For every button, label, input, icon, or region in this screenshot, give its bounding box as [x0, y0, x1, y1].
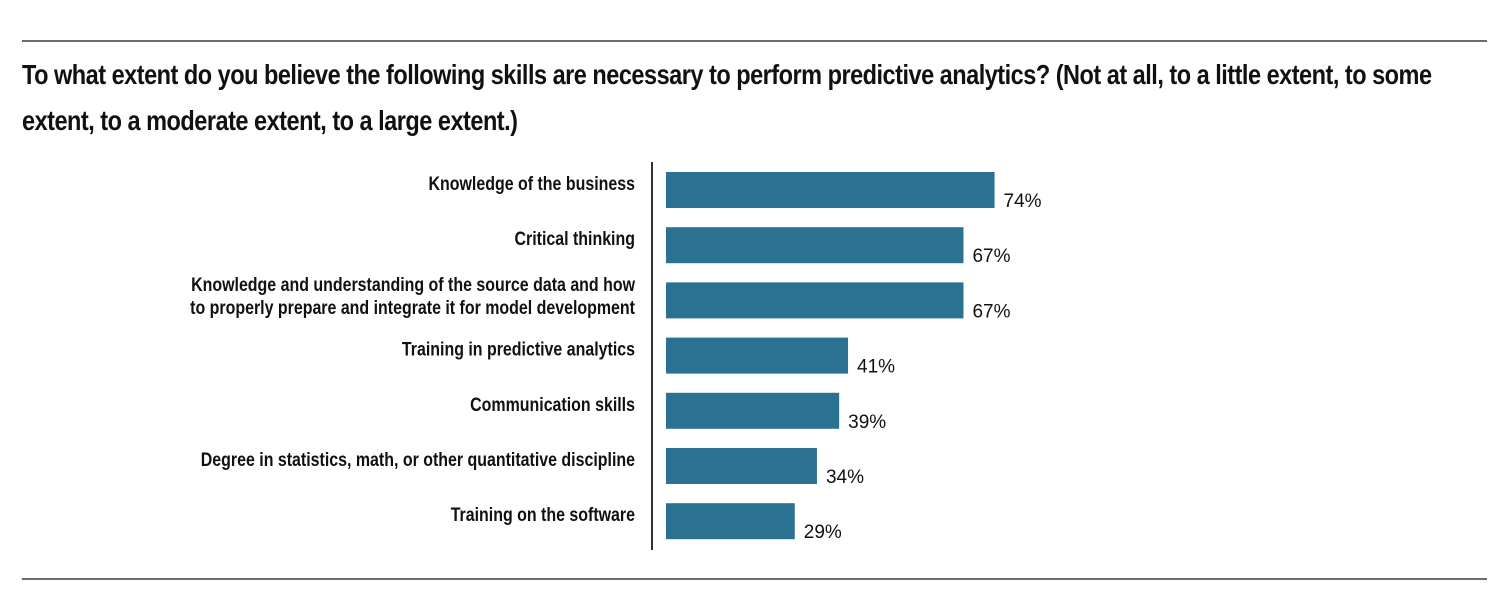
- category-label: Knowledge of the business: [429, 173, 636, 195]
- category-label: Knowledge and understanding of the sourc…: [191, 274, 635, 296]
- bar: [666, 172, 995, 208]
- category-label: Training in predictive analytics: [402, 338, 635, 360]
- bars-group: [666, 172, 995, 540]
- bar-value-label: 67%: [972, 301, 1010, 322]
- bar: [666, 227, 964, 264]
- bar: [666, 282, 964, 319]
- bar-value-label: 41%: [857, 357, 895, 378]
- bar: [666, 337, 849, 374]
- category-labels-group: Knowledge of the business Critical thinki…: [190, 173, 635, 526]
- chart-title-text: To what extent do you believe the follow…: [22, 59, 1432, 136]
- value-labels-group: 74% 67% 67% 41% 39% 34% 29%: [804, 191, 1042, 543]
- bar-value-label: 39%: [848, 412, 886, 433]
- bar: [666, 448, 817, 484]
- bar-value-label: 74%: [1004, 191, 1042, 212]
- category-label: Training on the software: [451, 504, 636, 526]
- bar: [666, 392, 840, 429]
- top-rule: [22, 40, 1487, 42]
- bar-value-label: 67%: [972, 246, 1010, 267]
- bar: [666, 503, 795, 540]
- category-label: Degree in statistics, math, or other qua…: [201, 449, 635, 471]
- category-label: Critical thinking: [514, 228, 635, 250]
- chart-title: To what extent do you believe the follow…: [22, 52, 1432, 144]
- bar-value-label: 34%: [826, 467, 864, 488]
- category-label: Communication skills: [470, 393, 635, 415]
- bar-value-label: 29%: [804, 522, 842, 543]
- category-label: to properly prepare and integrate it for…: [190, 297, 635, 319]
- bottom-rule: [22, 578, 1487, 580]
